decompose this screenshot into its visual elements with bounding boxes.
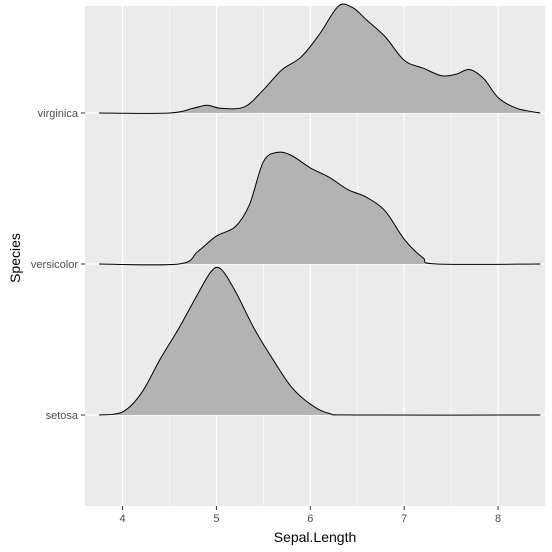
x-tick-label: 7 bbox=[401, 513, 407, 525]
ridge-line-virginica bbox=[99, 3, 541, 114]
density-ridges bbox=[99, 3, 541, 416]
y-tick-label-versicolor: versicolor bbox=[31, 259, 78, 271]
y-axis: setosa versicolor virginica bbox=[31, 108, 85, 422]
x-tick-label: 4 bbox=[119, 513, 125, 525]
ridge-line-setosa bbox=[99, 266, 541, 416]
x-axis: 4 5 6 7 8 bbox=[119, 506, 501, 525]
y-tick-label-setosa: setosa bbox=[46, 410, 79, 422]
x-tick-label: 6 bbox=[307, 513, 313, 525]
y-tick-label-virginica: virginica bbox=[38, 108, 79, 120]
ridge-area-virginica bbox=[99, 4, 541, 114]
y-axis-title: Species bbox=[7, 233, 23, 283]
x-tick-label: 5 bbox=[213, 513, 219, 525]
ridge-line-versicolor bbox=[99, 151, 541, 266]
ridge-area-setosa bbox=[99, 267, 541, 416]
x-axis-title: Sepal.Length bbox=[274, 529, 357, 545]
ridge-area-versicolor bbox=[99, 152, 541, 265]
x-tick-label: 8 bbox=[495, 513, 501, 525]
